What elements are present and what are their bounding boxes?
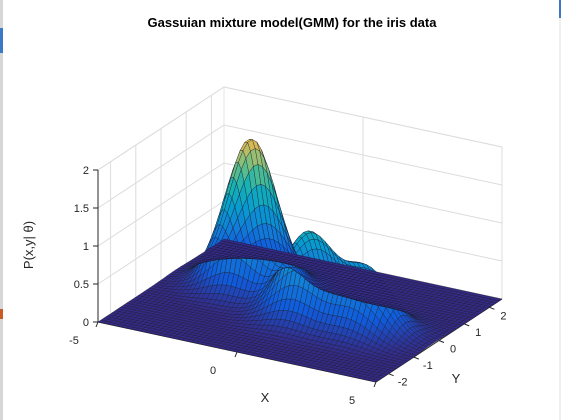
z-tick-label: 1.5 bbox=[74, 203, 89, 215]
surface-mesh bbox=[97, 138, 503, 383]
y-tick bbox=[489, 306, 495, 310]
axis-labels: Gassuian mixture model(GMM) for the iris… bbox=[21, 15, 506, 407]
grid-line bbox=[97, 86, 503, 171]
z-tick-label: 2 bbox=[83, 165, 89, 177]
z-axis-label: P(x,y| θ) bbox=[21, 221, 36, 269]
y-tick bbox=[464, 323, 470, 327]
surface-patch bbox=[494, 297, 503, 302]
x-tick bbox=[95, 321, 99, 328]
z-tick-label: 0.5 bbox=[74, 279, 89, 291]
z-tick-label: 0 bbox=[83, 317, 89, 329]
y-tick bbox=[413, 356, 419, 360]
window-edge-accent bbox=[559, 0, 561, 18]
x-tick-label: 0 bbox=[210, 365, 216, 377]
grid-line bbox=[97, 162, 503, 247]
chart-title: Gassuian mixture model(GMM) for the iris… bbox=[148, 15, 438, 30]
x-tick-label: -5 bbox=[69, 335, 79, 347]
y-tick-label: -2 bbox=[398, 377, 408, 389]
y-tick bbox=[438, 340, 445, 343]
y-axis-label: Y bbox=[452, 371, 461, 386]
y-tick-label: 2 bbox=[500, 310, 506, 322]
x-tick bbox=[234, 351, 238, 358]
window-edge-accent bbox=[0, 309, 3, 319]
y-tick-label: 0 bbox=[450, 344, 456, 356]
x-axis-label: X bbox=[261, 390, 270, 405]
x-tick-label: 5 bbox=[349, 395, 355, 407]
y-tick bbox=[388, 373, 394, 377]
grid-line bbox=[97, 124, 503, 209]
window-edge bbox=[0, 0, 3, 420]
x-tick bbox=[373, 381, 377, 388]
y-tick-label: 1 bbox=[475, 327, 481, 339]
z-tick-label: 1 bbox=[83, 241, 89, 253]
window-edge-accent bbox=[0, 28, 3, 53]
y-tick-label: -1 bbox=[423, 360, 433, 372]
